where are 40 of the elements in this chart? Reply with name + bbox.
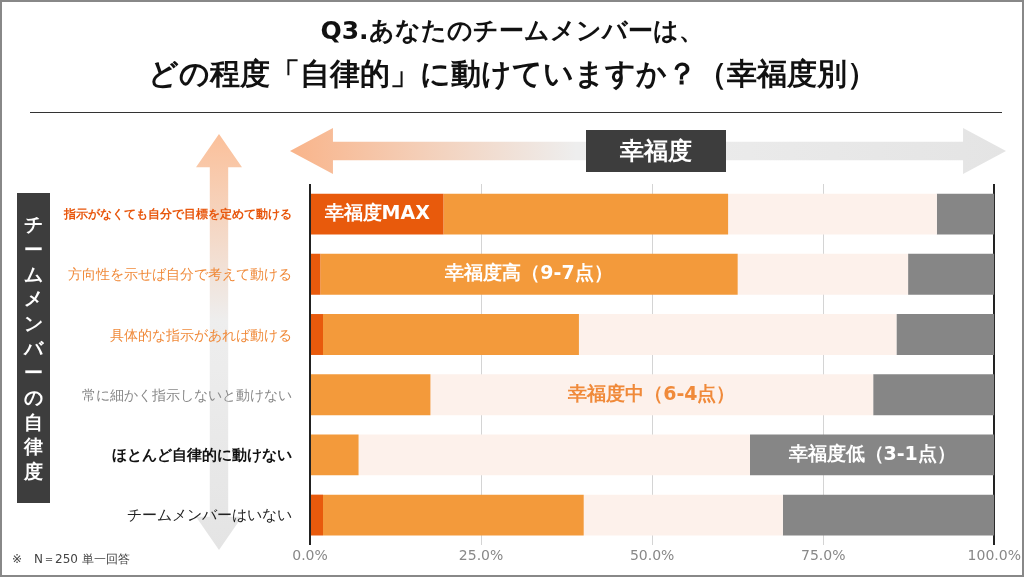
series-label: 幸福度MAX bbox=[323, 201, 431, 224]
bar bbox=[578, 314, 897, 355]
y-tick-label: 方向性を示せば自分で考えて動ける bbox=[67, 264, 292, 284]
series-label: 幸福度低（3-1点） bbox=[787, 441, 956, 464]
bar bbox=[896, 314, 995, 355]
x-tick-label: 100.0% bbox=[967, 547, 1021, 564]
text: チームメンバーの自律度 bbox=[24, 213, 43, 483]
series-label: 幸福度中（6-4点） bbox=[567, 381, 736, 404]
x-tick-label: 50.0% bbox=[629, 547, 675, 564]
bar bbox=[583, 494, 783, 536]
y-tick-label: 具体的な指示があれば動ける bbox=[109, 325, 292, 344]
bar bbox=[311, 253, 321, 295]
y-tick-label: チームメンバーはいない bbox=[126, 504, 292, 526]
x-tick-label: 0.0% bbox=[292, 547, 328, 564]
chart-subtitle: どの程度「自律的」に動けていますか？（幸福度別） bbox=[146, 55, 878, 93]
bar bbox=[430, 374, 874, 416]
y-tick-label: 指示がなくても自分で目標を定めて動ける bbox=[63, 206, 292, 223]
chart-title: Q3.あなたのチームメンバーは、 bbox=[319, 15, 705, 47]
bar bbox=[323, 314, 579, 355]
bar bbox=[320, 253, 738, 295]
bar bbox=[311, 494, 323, 536]
bar bbox=[873, 374, 995, 416]
bar bbox=[443, 193, 729, 235]
bar bbox=[728, 193, 937, 235]
bar bbox=[358, 434, 751, 476]
y-tick-label: ほとんど自律的に動けない bbox=[111, 444, 292, 466]
bar bbox=[323, 494, 584, 536]
bar bbox=[311, 374, 431, 416]
text: ※ N＝250 単一回答 bbox=[12, 551, 130, 568]
bar bbox=[908, 253, 995, 295]
bar bbox=[737, 253, 909, 295]
x-tick-label: 25.0% bbox=[458, 547, 504, 564]
y-tick-label: 常に細かく指示しないと動けない bbox=[81, 385, 292, 405]
bar bbox=[936, 193, 995, 235]
x-tick-label: 75.0% bbox=[800, 547, 846, 564]
series-label: 幸福度高（9-7点） bbox=[444, 261, 613, 284]
x-axis-title: 幸福度 bbox=[586, 130, 726, 172]
bar bbox=[311, 434, 359, 476]
bar bbox=[311, 314, 323, 355]
bar bbox=[782, 494, 995, 536]
